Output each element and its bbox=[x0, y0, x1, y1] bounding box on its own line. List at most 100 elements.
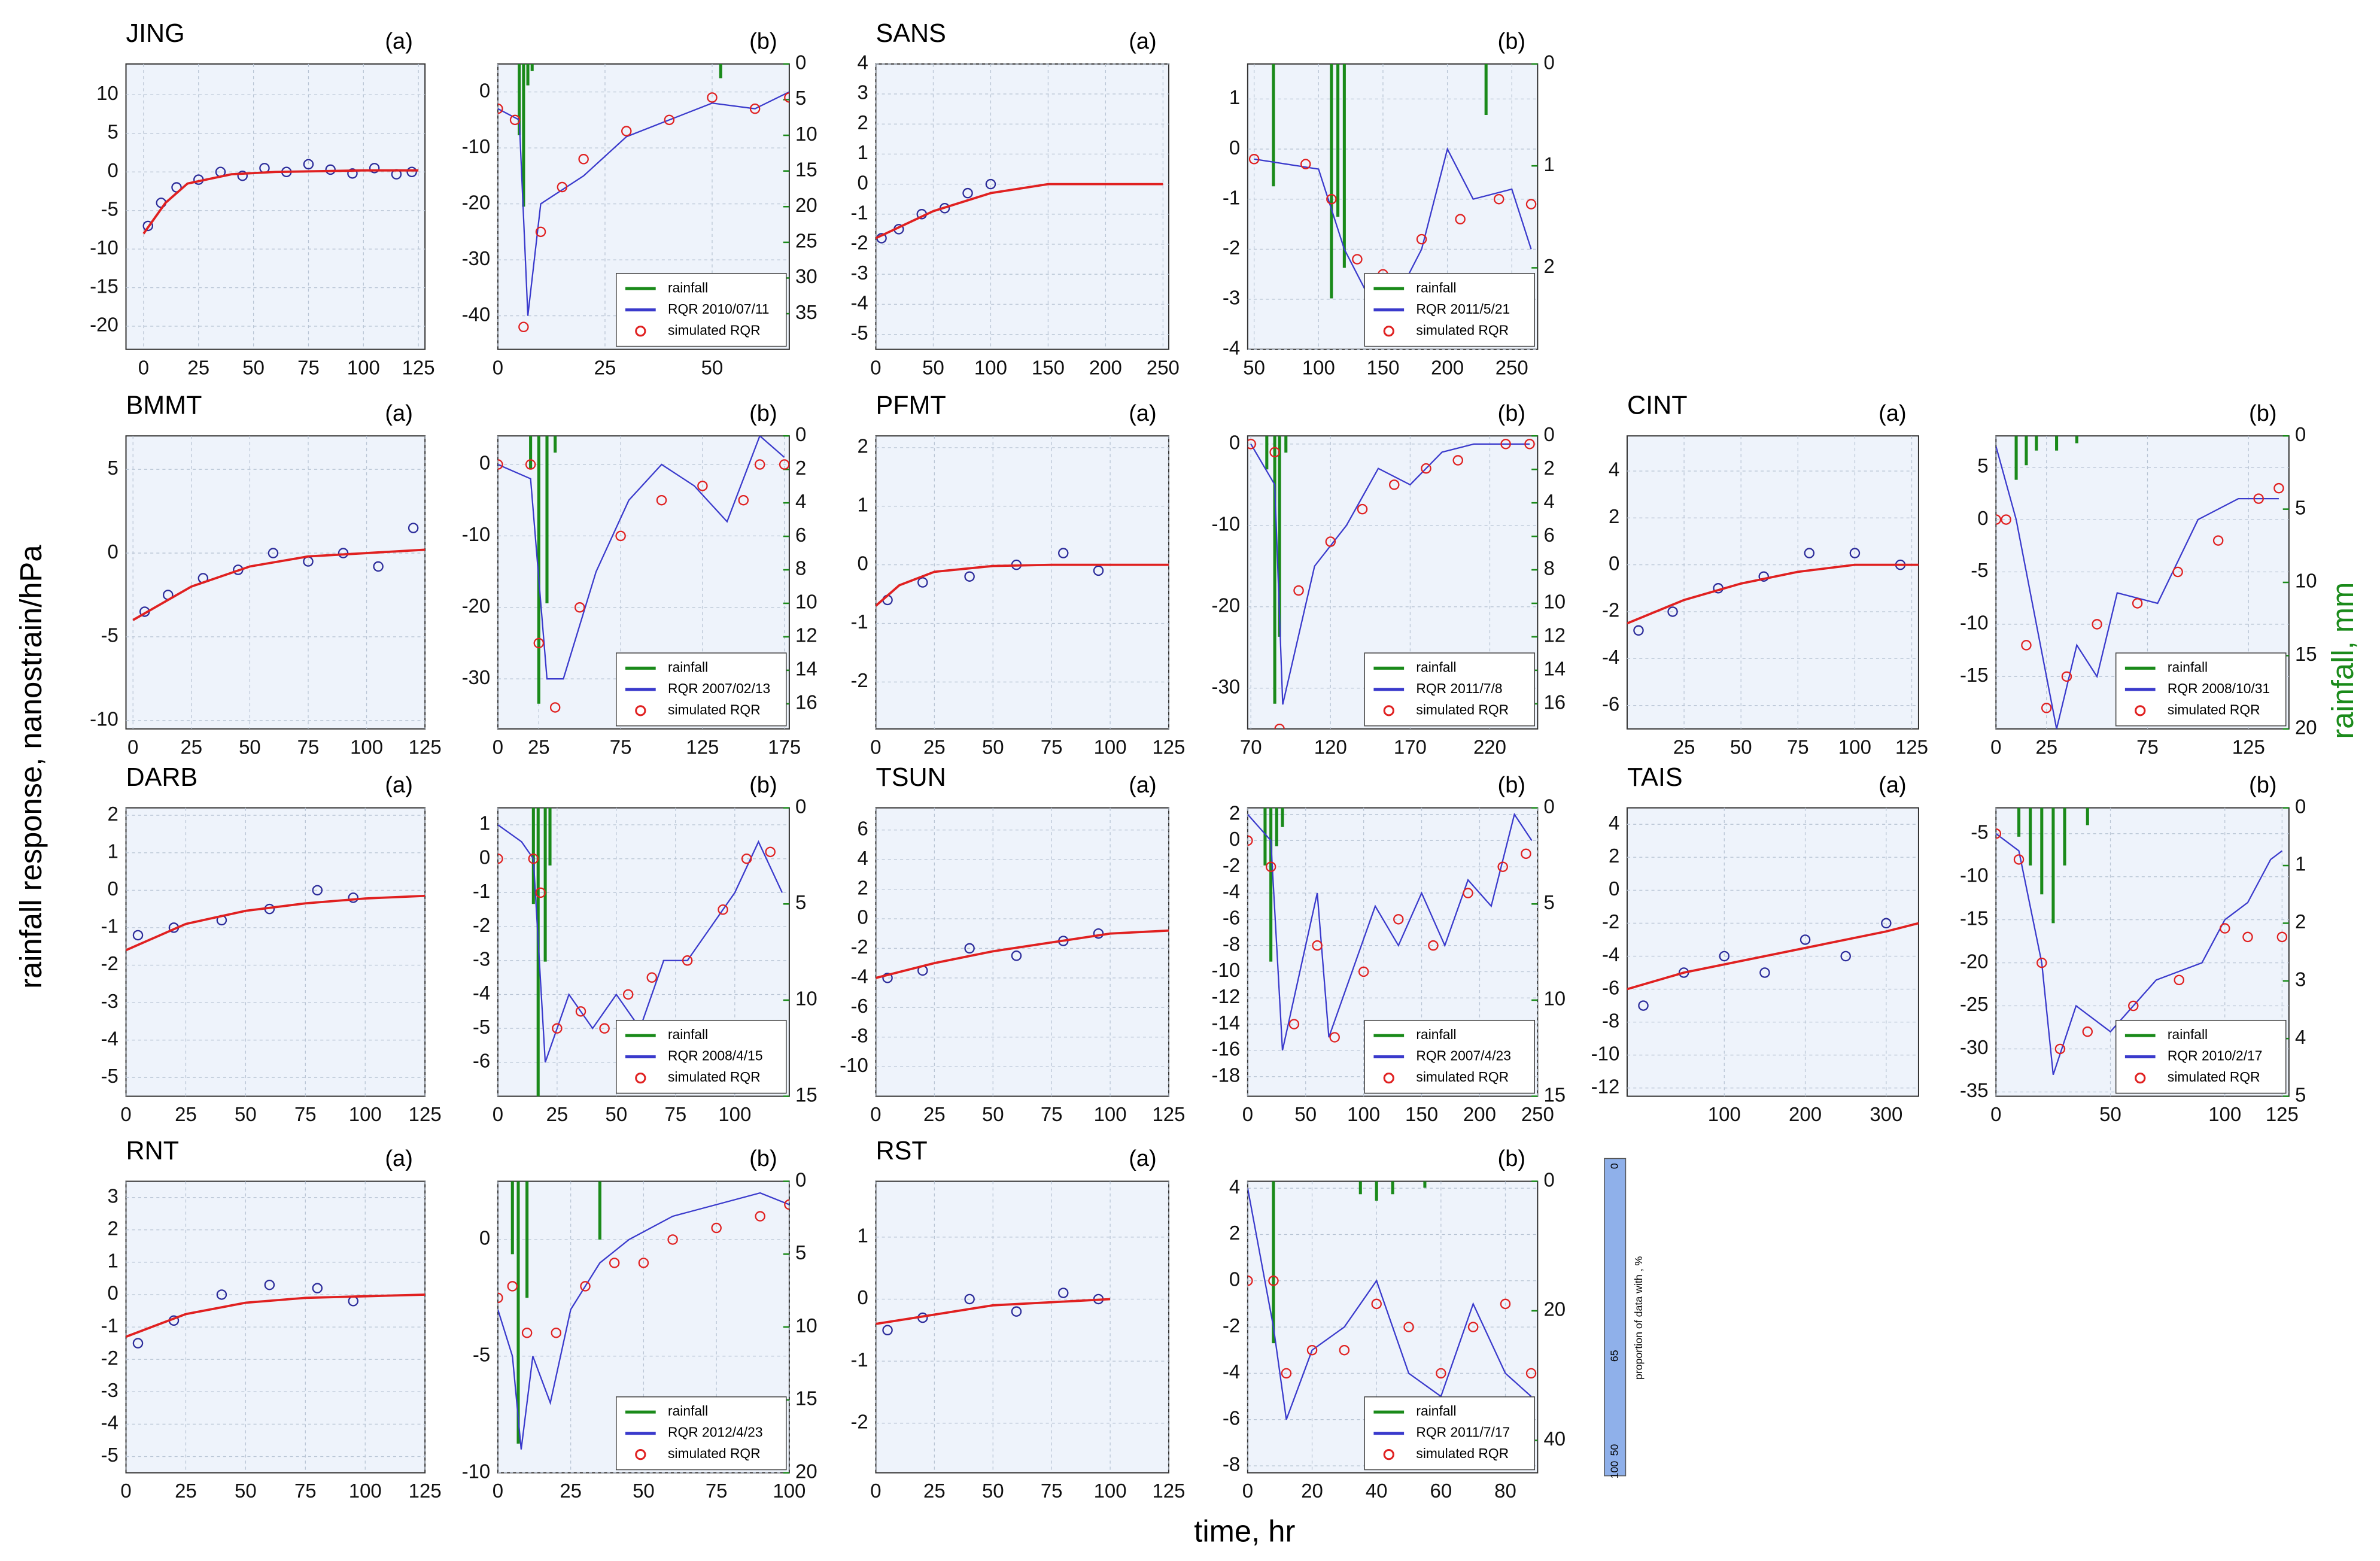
data-point bbox=[264, 1279, 275, 1290]
y-tick-label: -2 bbox=[101, 952, 118, 974]
data-point bbox=[312, 1283, 323, 1293]
panel-label: (b) bbox=[2249, 773, 2276, 798]
simulated-point bbox=[667, 1234, 678, 1245]
y-tick-label: -5 bbox=[101, 1065, 118, 1087]
station-name: CINT bbox=[1627, 391, 1688, 420]
y2-tick-label: 2 bbox=[795, 457, 806, 479]
simulated-point bbox=[609, 1258, 620, 1268]
y-tick-label: -2 bbox=[1602, 599, 1619, 621]
x-tick-label: 50 bbox=[1730, 736, 1752, 758]
y-tick-label: 0 bbox=[1229, 432, 1240, 454]
panel-label: (b) bbox=[2249, 401, 2276, 426]
simulated-point bbox=[1312, 940, 1323, 951]
x-tick-label: 0 bbox=[870, 1103, 881, 1125]
x-tick-label: 100 bbox=[974, 356, 1007, 378]
data-point bbox=[1849, 548, 1861, 558]
simulated-point bbox=[1497, 861, 1508, 872]
x-tick-label: 70 bbox=[1240, 736, 1262, 758]
x-tick-label: 0 bbox=[138, 356, 149, 378]
simulated-point bbox=[1436, 1368, 1446, 1379]
y-tick-label: -8 bbox=[850, 1024, 868, 1046]
station-name: RNT bbox=[126, 1137, 180, 1165]
y-tick-label: -12 bbox=[1212, 985, 1241, 1007]
y-tick-label: -1 bbox=[850, 611, 868, 633]
y2-tick-label: 12 bbox=[795, 624, 817, 646]
simulated-point bbox=[1306, 1344, 1318, 1356]
legend-label: simulated RQR bbox=[1416, 701, 1509, 717]
simulated-point bbox=[2054, 1043, 2066, 1055]
y-tick-label: 0 bbox=[1229, 136, 1240, 159]
y-tick-label: 0 bbox=[107, 877, 118, 900]
panel: CINT (a) 25 50 75 100 125 -6 -4 -2 0 2 4 bbox=[1602, 391, 1928, 758]
simulated-point bbox=[509, 114, 521, 126]
legend-label: RQR 2010/07/11 bbox=[668, 301, 770, 317]
y-tick-label: -2 bbox=[850, 669, 868, 691]
y-tick-label: 3 bbox=[857, 81, 868, 104]
simulated-point bbox=[749, 103, 761, 114]
x-tick-label: 25 bbox=[180, 736, 202, 758]
y-tick-label: 2 bbox=[857, 111, 868, 133]
panel: (b)0 25 50 75 100-6-5-4-3-2-101051015rainfal… bbox=[473, 773, 817, 1125]
simulated-point bbox=[754, 459, 765, 470]
data-layer bbox=[497, 807, 783, 1097]
panel: (b) 0 25 75 125 -15 -10 -5 0 5 0 5 10 15 20 rainfall RQR… bbox=[1960, 401, 2317, 758]
colorbar-tick: 100 bbox=[1608, 1461, 1620, 1479]
simulated-point bbox=[1325, 536, 1336, 547]
x-tick-label: 100 bbox=[349, 1103, 382, 1125]
y-tick-label: -2 bbox=[473, 914, 490, 936]
x-tick-label: 100 bbox=[349, 1480, 382, 1502]
x-tick-label: 0 bbox=[1242, 1103, 1253, 1125]
y-tick-label: -2 bbox=[101, 1347, 118, 1369]
x-tick-label: 75 bbox=[294, 1480, 317, 1502]
rqr-line bbox=[1247, 1188, 1532, 1420]
simulated-point bbox=[1247, 835, 1253, 846]
panel-label: (b) bbox=[1498, 773, 1525, 798]
y-tick-label: -2 bbox=[1602, 910, 1619, 933]
data-point bbox=[1800, 934, 1811, 945]
y2-tick-label: 20 bbox=[2295, 716, 2317, 738]
y-tick-label: -1 bbox=[850, 202, 868, 224]
y-tick-label: -10 bbox=[1591, 1042, 1620, 1064]
y-tick-label: -15 bbox=[1960, 664, 1989, 686]
simulated-point bbox=[575, 1006, 586, 1017]
x-tick-label: 25 bbox=[175, 1103, 197, 1125]
y2-axis-label: rainfall, mm bbox=[2326, 582, 2360, 739]
x-tick-label: 200 bbox=[1789, 1103, 1822, 1125]
y-tick-label: 4 bbox=[857, 51, 868, 74]
fit-line bbox=[876, 929, 1169, 979]
simulated-point bbox=[533, 637, 545, 649]
simulated-point bbox=[1247, 439, 1256, 450]
data-layer bbox=[876, 548, 1169, 607]
panel: (b) 0 25 50 -40 -30 -20 -10 0 0 5 10 15 20 25 30 35 rainf… bbox=[462, 29, 817, 378]
x-tick-label: 25 bbox=[923, 1103, 946, 1125]
x-tick-label: 100 bbox=[347, 356, 380, 378]
legend-label: rainfall bbox=[2168, 659, 2208, 675]
data-point bbox=[1759, 967, 1770, 978]
plot-area bbox=[125, 807, 426, 1097]
y-tick-label: -14 bbox=[1212, 1012, 1241, 1034]
simulated-point bbox=[1293, 585, 1304, 596]
simulated-point bbox=[707, 92, 718, 103]
y2-tick-label: 12 bbox=[1543, 624, 1566, 646]
simulated-point bbox=[551, 1328, 562, 1338]
x-tick-label: 0 bbox=[1242, 1480, 1253, 1502]
simulated-point bbox=[784, 92, 789, 103]
data-point bbox=[303, 159, 314, 170]
x-tick-label: 300 bbox=[1870, 1103, 1902, 1125]
y-tick-label: -10 bbox=[1960, 864, 1989, 886]
legend-label: simulated RQR bbox=[668, 701, 761, 717]
x-tick-label: 250 bbox=[1496, 356, 1528, 378]
simulated-point bbox=[525, 459, 536, 470]
y-tick-label: 0 bbox=[1229, 1268, 1240, 1290]
y-tick-label: -5 bbox=[1971, 559, 1988, 581]
x-tick-label: 25 bbox=[594, 356, 616, 378]
y2-tick-label: 30 bbox=[795, 265, 817, 287]
x-tick-label: 50 bbox=[242, 356, 265, 378]
x-tick-label: 40 bbox=[1366, 1480, 1388, 1502]
x-tick-label: 100 bbox=[1094, 1480, 1127, 1502]
simulated-point bbox=[578, 154, 589, 165]
y-tick-label: 3 bbox=[107, 1185, 118, 1207]
x-tick-label: 75 bbox=[1041, 736, 1063, 758]
y-tick-label: 2 bbox=[107, 1217, 118, 1239]
y-tick-label: 0 bbox=[857, 1286, 868, 1308]
